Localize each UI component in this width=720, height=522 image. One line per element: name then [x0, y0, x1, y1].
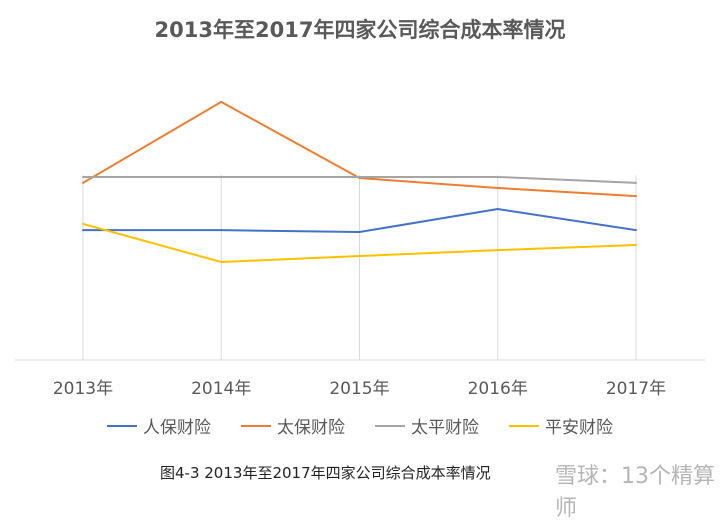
data-point: [496, 187, 499, 190]
legend-swatch: [375, 424, 405, 427]
legend-item: 平安财险: [509, 413, 613, 438]
legend-item: 太平财险: [375, 413, 479, 438]
legend-label: 太保财险: [277, 418, 345, 438]
data-point: [496, 208, 499, 211]
data-point: [496, 249, 499, 252]
data-point: [220, 100, 223, 103]
data-point: [82, 175, 84, 178]
legend-item: 人保财险: [107, 413, 211, 438]
legend-swatch: [241, 424, 271, 427]
x-tick-label: 2013年: [53, 379, 113, 399]
legend-label: 太平财险: [411, 418, 479, 438]
data-point: [635, 181, 637, 184]
data-point: [220, 260, 223, 263]
data-point: [496, 175, 499, 178]
data-point: [220, 229, 223, 232]
data-point: [358, 255, 361, 258]
x-tick-label: 2016年: [468, 379, 528, 399]
data-point: [358, 231, 361, 234]
data-point: [82, 229, 84, 232]
x-tick-label: 2015年: [329, 379, 389, 399]
legend-label: 平安财险: [545, 418, 613, 438]
legend-label: 人保财险: [143, 418, 211, 438]
chart-title: 2013年至2017年四家公司综合成本率情况: [154, 18, 566, 42]
data-point: [82, 222, 84, 225]
legend-swatch: [107, 424, 137, 427]
legend-swatch: [509, 424, 539, 427]
x-tick-label: 2014年: [191, 379, 251, 399]
x-tick-label: 2017年: [606, 379, 666, 399]
data-point: [635, 243, 637, 246]
data-point: [635, 195, 637, 198]
data-point: [82, 181, 84, 184]
data-point: [220, 175, 223, 178]
data-point: [635, 229, 637, 232]
legend: 人保财险 太保财险 太平财险 平安财险: [0, 413, 720, 438]
legend-item: 太保财险: [241, 413, 345, 438]
watermark: 雪球：13个精算师: [555, 464, 715, 521]
data-point: [358, 175, 361, 178]
line-chart: 2013年 2014年 2015年 2016年 2017年: [15, 100, 705, 399]
figure-caption: 图4-3 2013年至2017年四家公司综合成本率情况: [160, 464, 491, 482]
